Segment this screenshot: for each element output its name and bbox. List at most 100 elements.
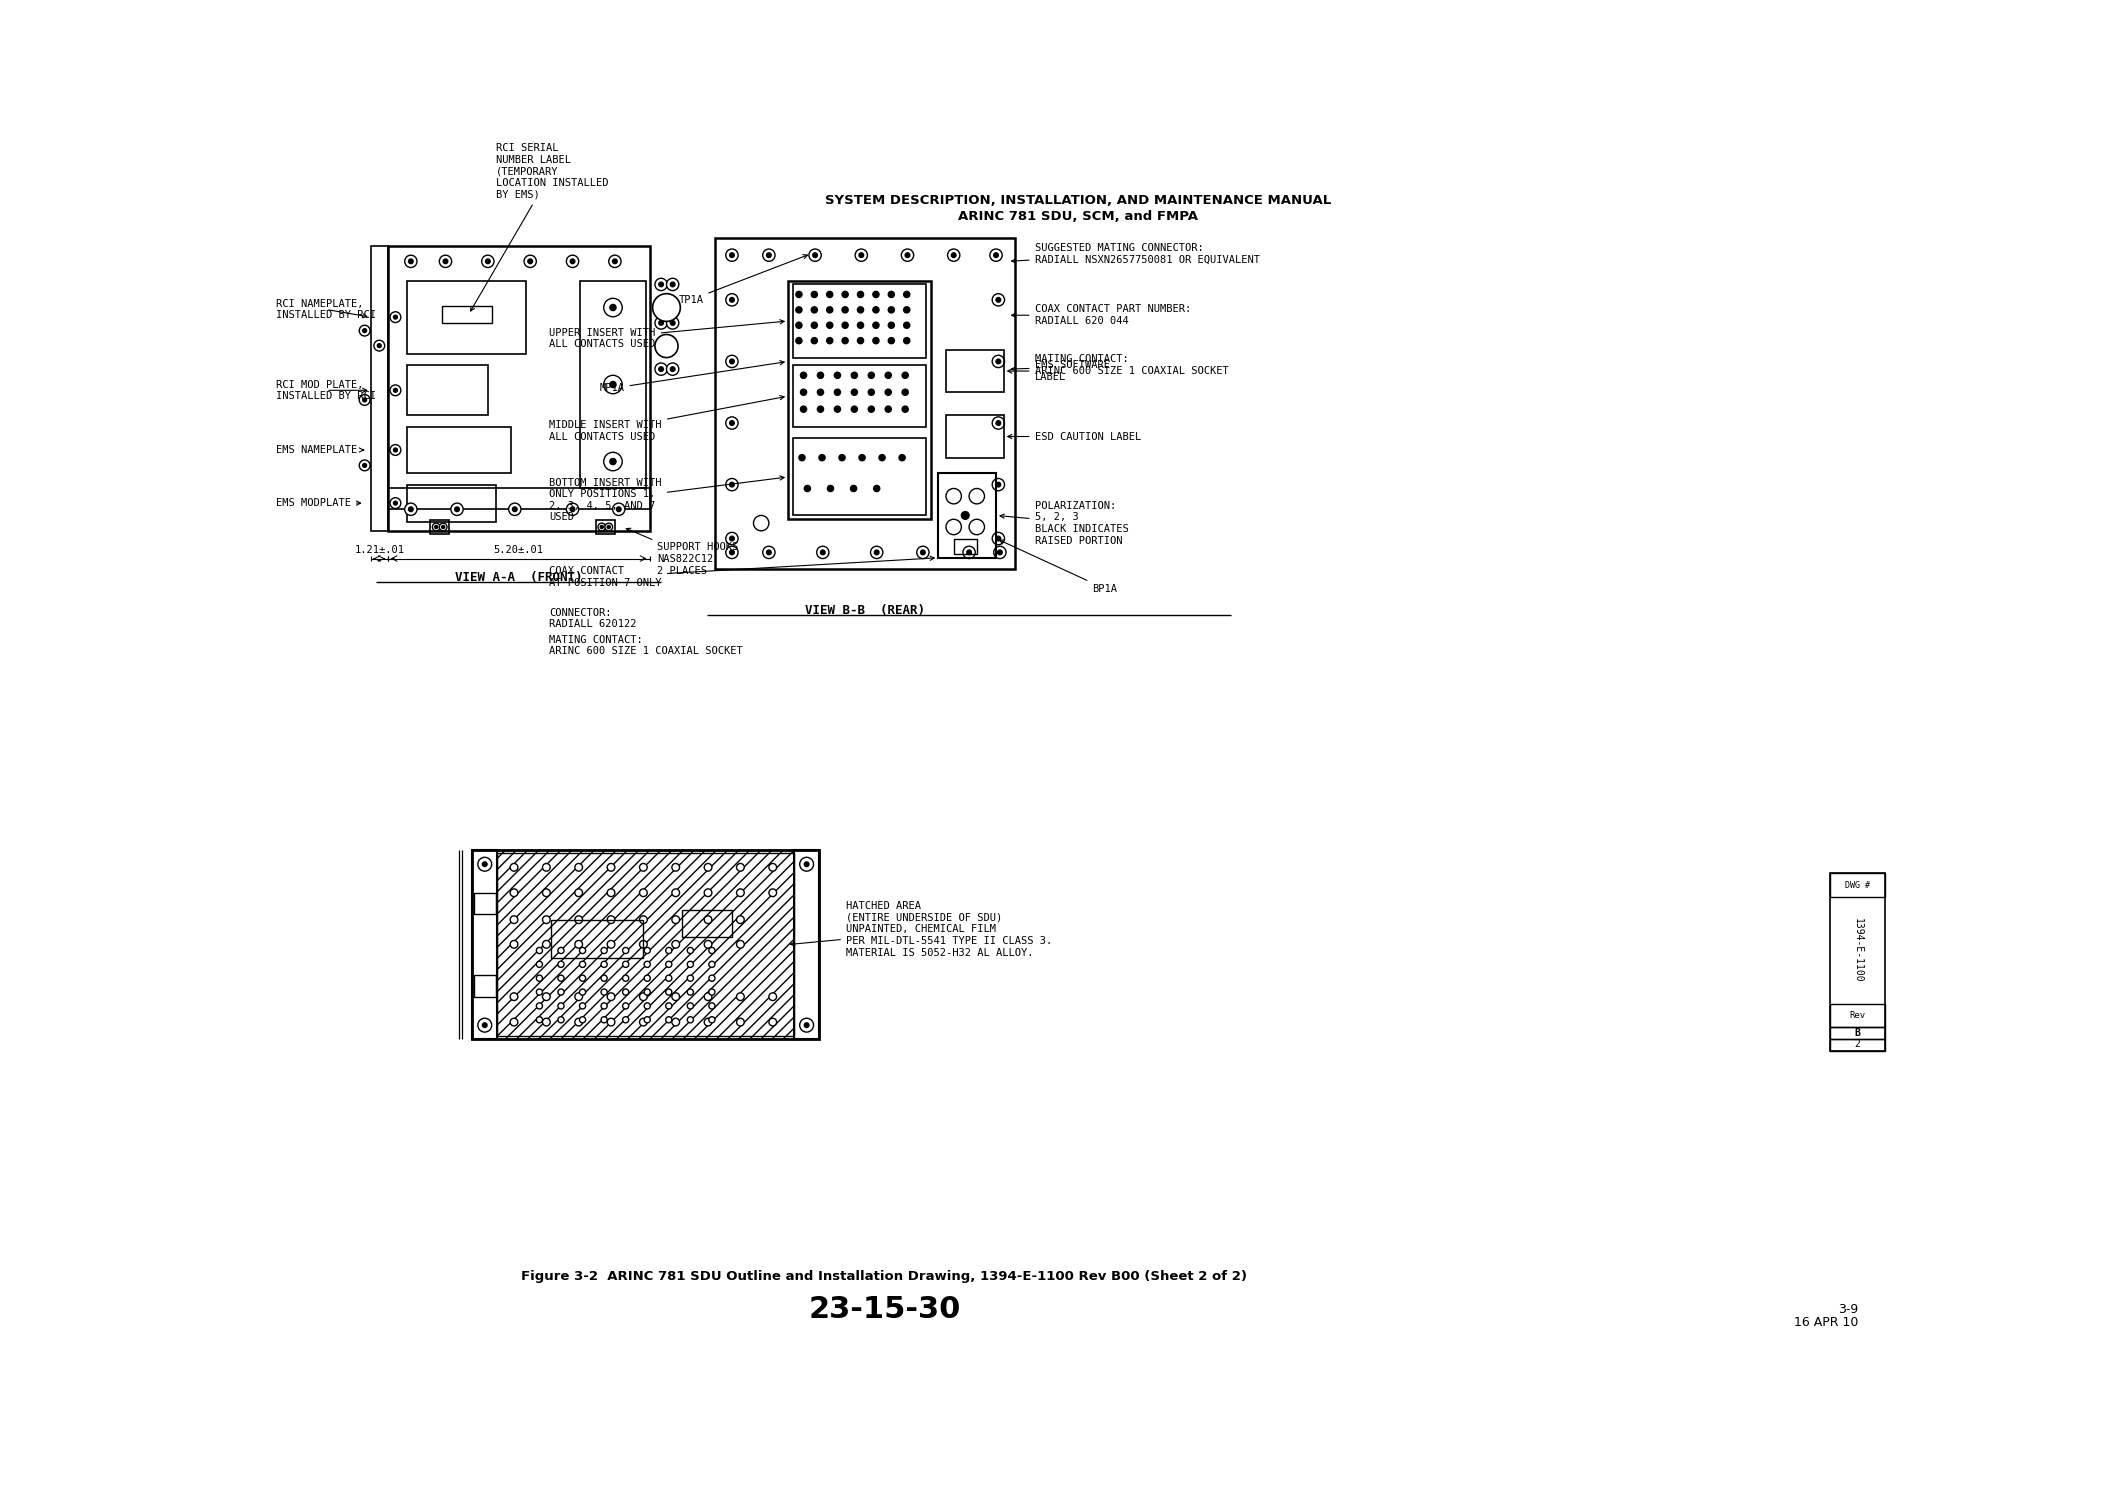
Circle shape bbox=[509, 504, 520, 516]
Circle shape bbox=[608, 256, 621, 268]
Circle shape bbox=[389, 311, 400, 322]
Circle shape bbox=[947, 250, 960, 262]
Text: MATING CONTACT:
ARINC 600 SIZE 1 COAXIAL SOCKET: MATING CONTACT: ARINC 600 SIZE 1 COAXIAL… bbox=[549, 635, 743, 656]
Circle shape bbox=[726, 417, 739, 429]
Circle shape bbox=[989, 250, 1002, 262]
Circle shape bbox=[575, 863, 583, 871]
Bar bbox=[1829, 1027, 1886, 1039]
Circle shape bbox=[726, 250, 739, 262]
Circle shape bbox=[613, 504, 625, 516]
Text: EMS MODPLATE: EMS MODPLATE bbox=[276, 498, 360, 508]
Circle shape bbox=[610, 459, 617, 465]
Circle shape bbox=[850, 371, 857, 379]
Circle shape bbox=[640, 940, 646, 948]
Circle shape bbox=[558, 1017, 564, 1023]
Circle shape bbox=[991, 293, 1004, 305]
Bar bbox=[387, 487, 650, 510]
Circle shape bbox=[436, 525, 438, 528]
Circle shape bbox=[994, 253, 998, 257]
Circle shape bbox=[623, 948, 629, 954]
Circle shape bbox=[655, 317, 667, 329]
Circle shape bbox=[766, 550, 770, 555]
Circle shape bbox=[509, 889, 518, 896]
Circle shape bbox=[991, 532, 1004, 544]
Circle shape bbox=[850, 390, 857, 396]
Circle shape bbox=[903, 307, 909, 313]
Circle shape bbox=[667, 278, 678, 290]
Circle shape bbox=[768, 993, 777, 1000]
Text: SUPPORT HOOKS
NAS822C12
2 PLACES: SUPPORT HOOKS NAS822C12 2 PLACES bbox=[627, 528, 739, 576]
Bar bbox=[596, 520, 615, 534]
Circle shape bbox=[996, 359, 1000, 364]
Circle shape bbox=[819, 454, 825, 460]
Circle shape bbox=[667, 317, 678, 329]
Text: 1394-E-1100: 1394-E-1100 bbox=[1852, 917, 1863, 982]
Circle shape bbox=[905, 253, 909, 257]
Circle shape bbox=[665, 1003, 671, 1009]
Circle shape bbox=[575, 940, 583, 948]
Circle shape bbox=[482, 1023, 486, 1027]
Circle shape bbox=[640, 993, 646, 1000]
Text: MP1A: MP1A bbox=[600, 361, 785, 394]
Circle shape bbox=[509, 863, 518, 871]
Text: SUGGESTED MATING CONNECTOR:
RADIALL NSXN2657750081 OR EQUIVALENT: SUGGESTED MATING CONNECTOR: RADIALL NSXN… bbox=[1013, 242, 1259, 265]
Circle shape bbox=[857, 292, 863, 298]
Circle shape bbox=[394, 448, 398, 451]
Circle shape bbox=[916, 546, 928, 558]
Circle shape bbox=[404, 504, 417, 516]
Circle shape bbox=[606, 1018, 615, 1026]
Circle shape bbox=[903, 390, 907, 396]
Bar bbox=[472, 850, 819, 1039]
Circle shape bbox=[509, 940, 518, 948]
Circle shape bbox=[623, 975, 629, 981]
Circle shape bbox=[455, 507, 459, 511]
Circle shape bbox=[726, 293, 739, 305]
Circle shape bbox=[440, 256, 453, 268]
Circle shape bbox=[606, 889, 615, 896]
Circle shape bbox=[377, 344, 381, 347]
Circle shape bbox=[800, 371, 806, 379]
Text: 23-15-30: 23-15-30 bbox=[808, 1295, 960, 1325]
Circle shape bbox=[558, 990, 564, 996]
Circle shape bbox=[827, 486, 834, 492]
Text: Rev: Rev bbox=[1850, 1011, 1865, 1020]
Text: HATCHED AREA
(ENTIRE UNDERSIDE OF SDU)
UNPAINTED, CHEMICAL FILM
PER MIL-DTL-5541: HATCHED AREA (ENTIRE UNDERSIDE OF SDU) U… bbox=[791, 901, 1052, 958]
Circle shape bbox=[478, 857, 493, 871]
Circle shape bbox=[579, 1003, 585, 1009]
Circle shape bbox=[604, 298, 623, 317]
Circle shape bbox=[566, 256, 579, 268]
Bar bbox=[939, 474, 996, 558]
Circle shape bbox=[665, 1017, 671, 1023]
Circle shape bbox=[604, 523, 613, 531]
Bar bbox=[794, 284, 926, 358]
Bar bbox=[1829, 1039, 1886, 1051]
Circle shape bbox=[766, 253, 770, 257]
Circle shape bbox=[962, 511, 968, 519]
Circle shape bbox=[796, 307, 802, 313]
Circle shape bbox=[389, 385, 400, 396]
Circle shape bbox=[991, 417, 1004, 429]
Circle shape bbox=[810, 337, 817, 344]
Circle shape bbox=[888, 337, 895, 344]
Circle shape bbox=[834, 406, 840, 412]
Circle shape bbox=[813, 253, 817, 257]
Circle shape bbox=[800, 390, 806, 396]
Circle shape bbox=[827, 307, 834, 313]
Circle shape bbox=[730, 483, 735, 487]
Circle shape bbox=[730, 550, 735, 555]
Circle shape bbox=[570, 507, 575, 511]
Circle shape bbox=[644, 975, 650, 981]
Circle shape bbox=[671, 993, 680, 1000]
Circle shape bbox=[709, 948, 716, 954]
Circle shape bbox=[606, 916, 615, 923]
Circle shape bbox=[874, 337, 880, 344]
Circle shape bbox=[867, 406, 874, 412]
Circle shape bbox=[579, 1017, 585, 1023]
Circle shape bbox=[859, 454, 865, 460]
Circle shape bbox=[945, 519, 962, 535]
Circle shape bbox=[653, 293, 680, 322]
Bar bbox=[954, 538, 977, 553]
Circle shape bbox=[709, 961, 716, 967]
Text: MATING CONTACT:
ARINC 600 SIZE 1 COAXIAL SOCKET: MATING CONTACT: ARINC 600 SIZE 1 COAXIAL… bbox=[1013, 355, 1229, 376]
Circle shape bbox=[655, 334, 678, 358]
